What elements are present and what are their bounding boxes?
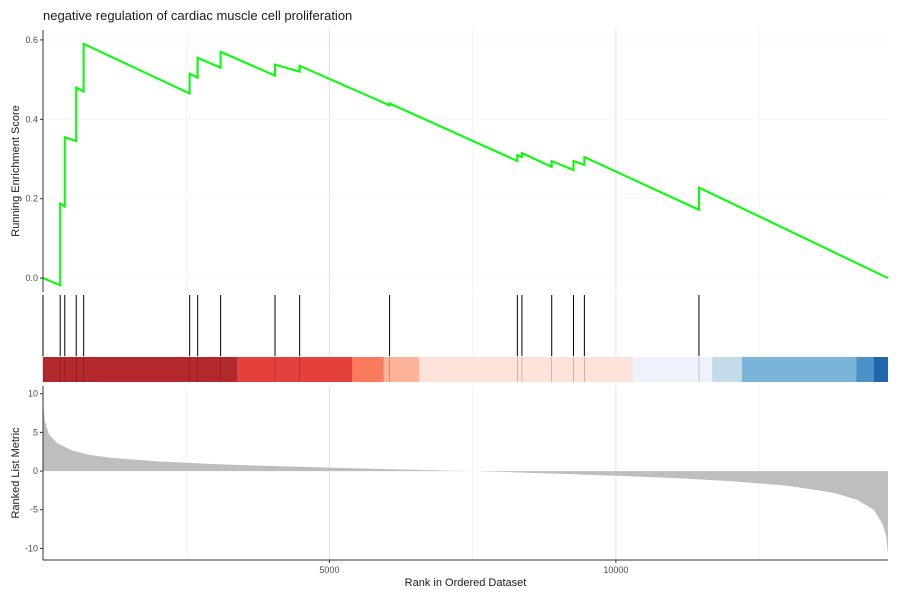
rank-colorbar-band (43, 357, 238, 382)
x-tick-label: 10000 (603, 565, 628, 575)
rank-colorbar-band (633, 357, 713, 382)
rank-colorbar-band (419, 357, 634, 382)
top-y-tick-label: 0.2 (25, 194, 38, 204)
top-y-tick-label: 0.0 (25, 273, 38, 283)
rank-colorbar-band (237, 357, 353, 382)
rank-colorbar-band (383, 357, 420, 382)
bottom-y-tick-label: -10 (25, 543, 38, 553)
rank-colorbar-band (856, 357, 874, 382)
bottom-y-axis-title: Ranked List Metric (10, 427, 22, 519)
chart-title: negative regulation of cardiac muscle ce… (43, 8, 353, 23)
top-y-axis-title: Running Enrichment Score (10, 105, 22, 236)
bottom-y-tick-label: -5 (30, 505, 38, 515)
rank-colorbar-band (741, 357, 857, 382)
bottom-y-tick-label: 10 (28, 389, 38, 399)
top-y-tick-label: 0.6 (25, 35, 38, 45)
x-axis-title: Rank in Ordered Dataset (405, 577, 527, 589)
top-y-tick-label: 0.4 (25, 114, 38, 124)
running-score-line (42, 42, 889, 287)
bottom-y-tick-label: 5 (33, 427, 38, 437)
ranked-metric-area (43, 397, 888, 555)
rank-colorbar-band (873, 357, 888, 382)
x-tick-label: 5000 (319, 565, 339, 575)
rank-colorbar-band (352, 357, 384, 382)
rank-colorbar-band (712, 357, 742, 382)
bottom-y-tick-label: 0 (33, 466, 38, 476)
